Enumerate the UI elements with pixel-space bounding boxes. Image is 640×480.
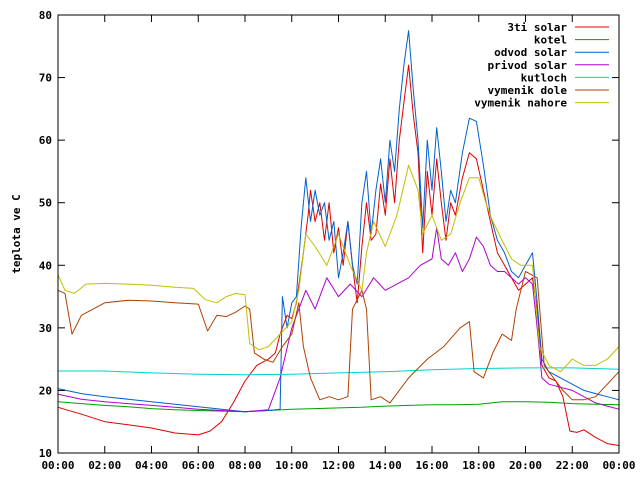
x-tick-label: 18:00 — [462, 459, 495, 472]
y-tick-label: 70 — [39, 72, 52, 85]
legend-label-3ti-solar: 3ti solar — [507, 21, 567, 34]
legend-label-kutloch: kutloch — [521, 71, 567, 84]
x-tick-label: 16:00 — [415, 459, 448, 472]
y-tick-label: 50 — [39, 197, 52, 210]
y-tick-label: 80 — [39, 9, 52, 22]
x-tick-label: 12:00 — [322, 459, 355, 472]
x-tick-label: 00:00 — [41, 459, 74, 472]
legend-label-vymenik-nahore: vymenik nahore — [474, 97, 567, 110]
x-tick-label: 04:00 — [135, 459, 168, 472]
legend-label-vymenik-dole: vymenik dole — [488, 84, 568, 97]
x-tick-label: 14:00 — [369, 459, 402, 472]
y-tick-label: 60 — [39, 134, 52, 147]
series-line-vymenik-nahore — [57, 164, 620, 373]
x-tick-label: 10:00 — [275, 459, 308, 472]
series-layer — [57, 30, 620, 446]
x-tick-label: 22:00 — [556, 459, 589, 472]
series-line-vymenik-dole — [57, 271, 620, 404]
axis-ticks: 10 20 30 40 50 60 70 80 00:00 02:00 04:00 06:00 08:0… — [39, 9, 636, 472]
y-tick-label: 40 — [39, 259, 52, 272]
y-tick-label: 30 — [39, 322, 52, 335]
series-line-kutloch — [58, 367, 620, 376]
x-tick-label: 08:00 — [228, 459, 261, 472]
legend-label-privod-solar: privod solar — [488, 59, 568, 72]
legend-label-kotel: kotel — [534, 34, 567, 47]
series-line-3ti-solar — [57, 64, 620, 446]
series-line-kotel — [57, 401, 620, 413]
x-tick-label: 06:00 — [182, 459, 215, 472]
x-tick-label: 02:00 — [88, 459, 121, 472]
series-line-odvod-solar — [57, 30, 620, 413]
y-axis-label: teplota ve C — [10, 194, 23, 273]
y-tick-label: 10 — [39, 447, 52, 460]
y-tick-label: 20 — [39, 384, 52, 397]
series-line-privod-solar — [57, 227, 620, 413]
x-tick-label: 20:00 — [509, 459, 542, 472]
x-tick-label: 00:00 — [602, 459, 635, 472]
legend-label-odvod-solar: odvod solar — [494, 46, 567, 59]
